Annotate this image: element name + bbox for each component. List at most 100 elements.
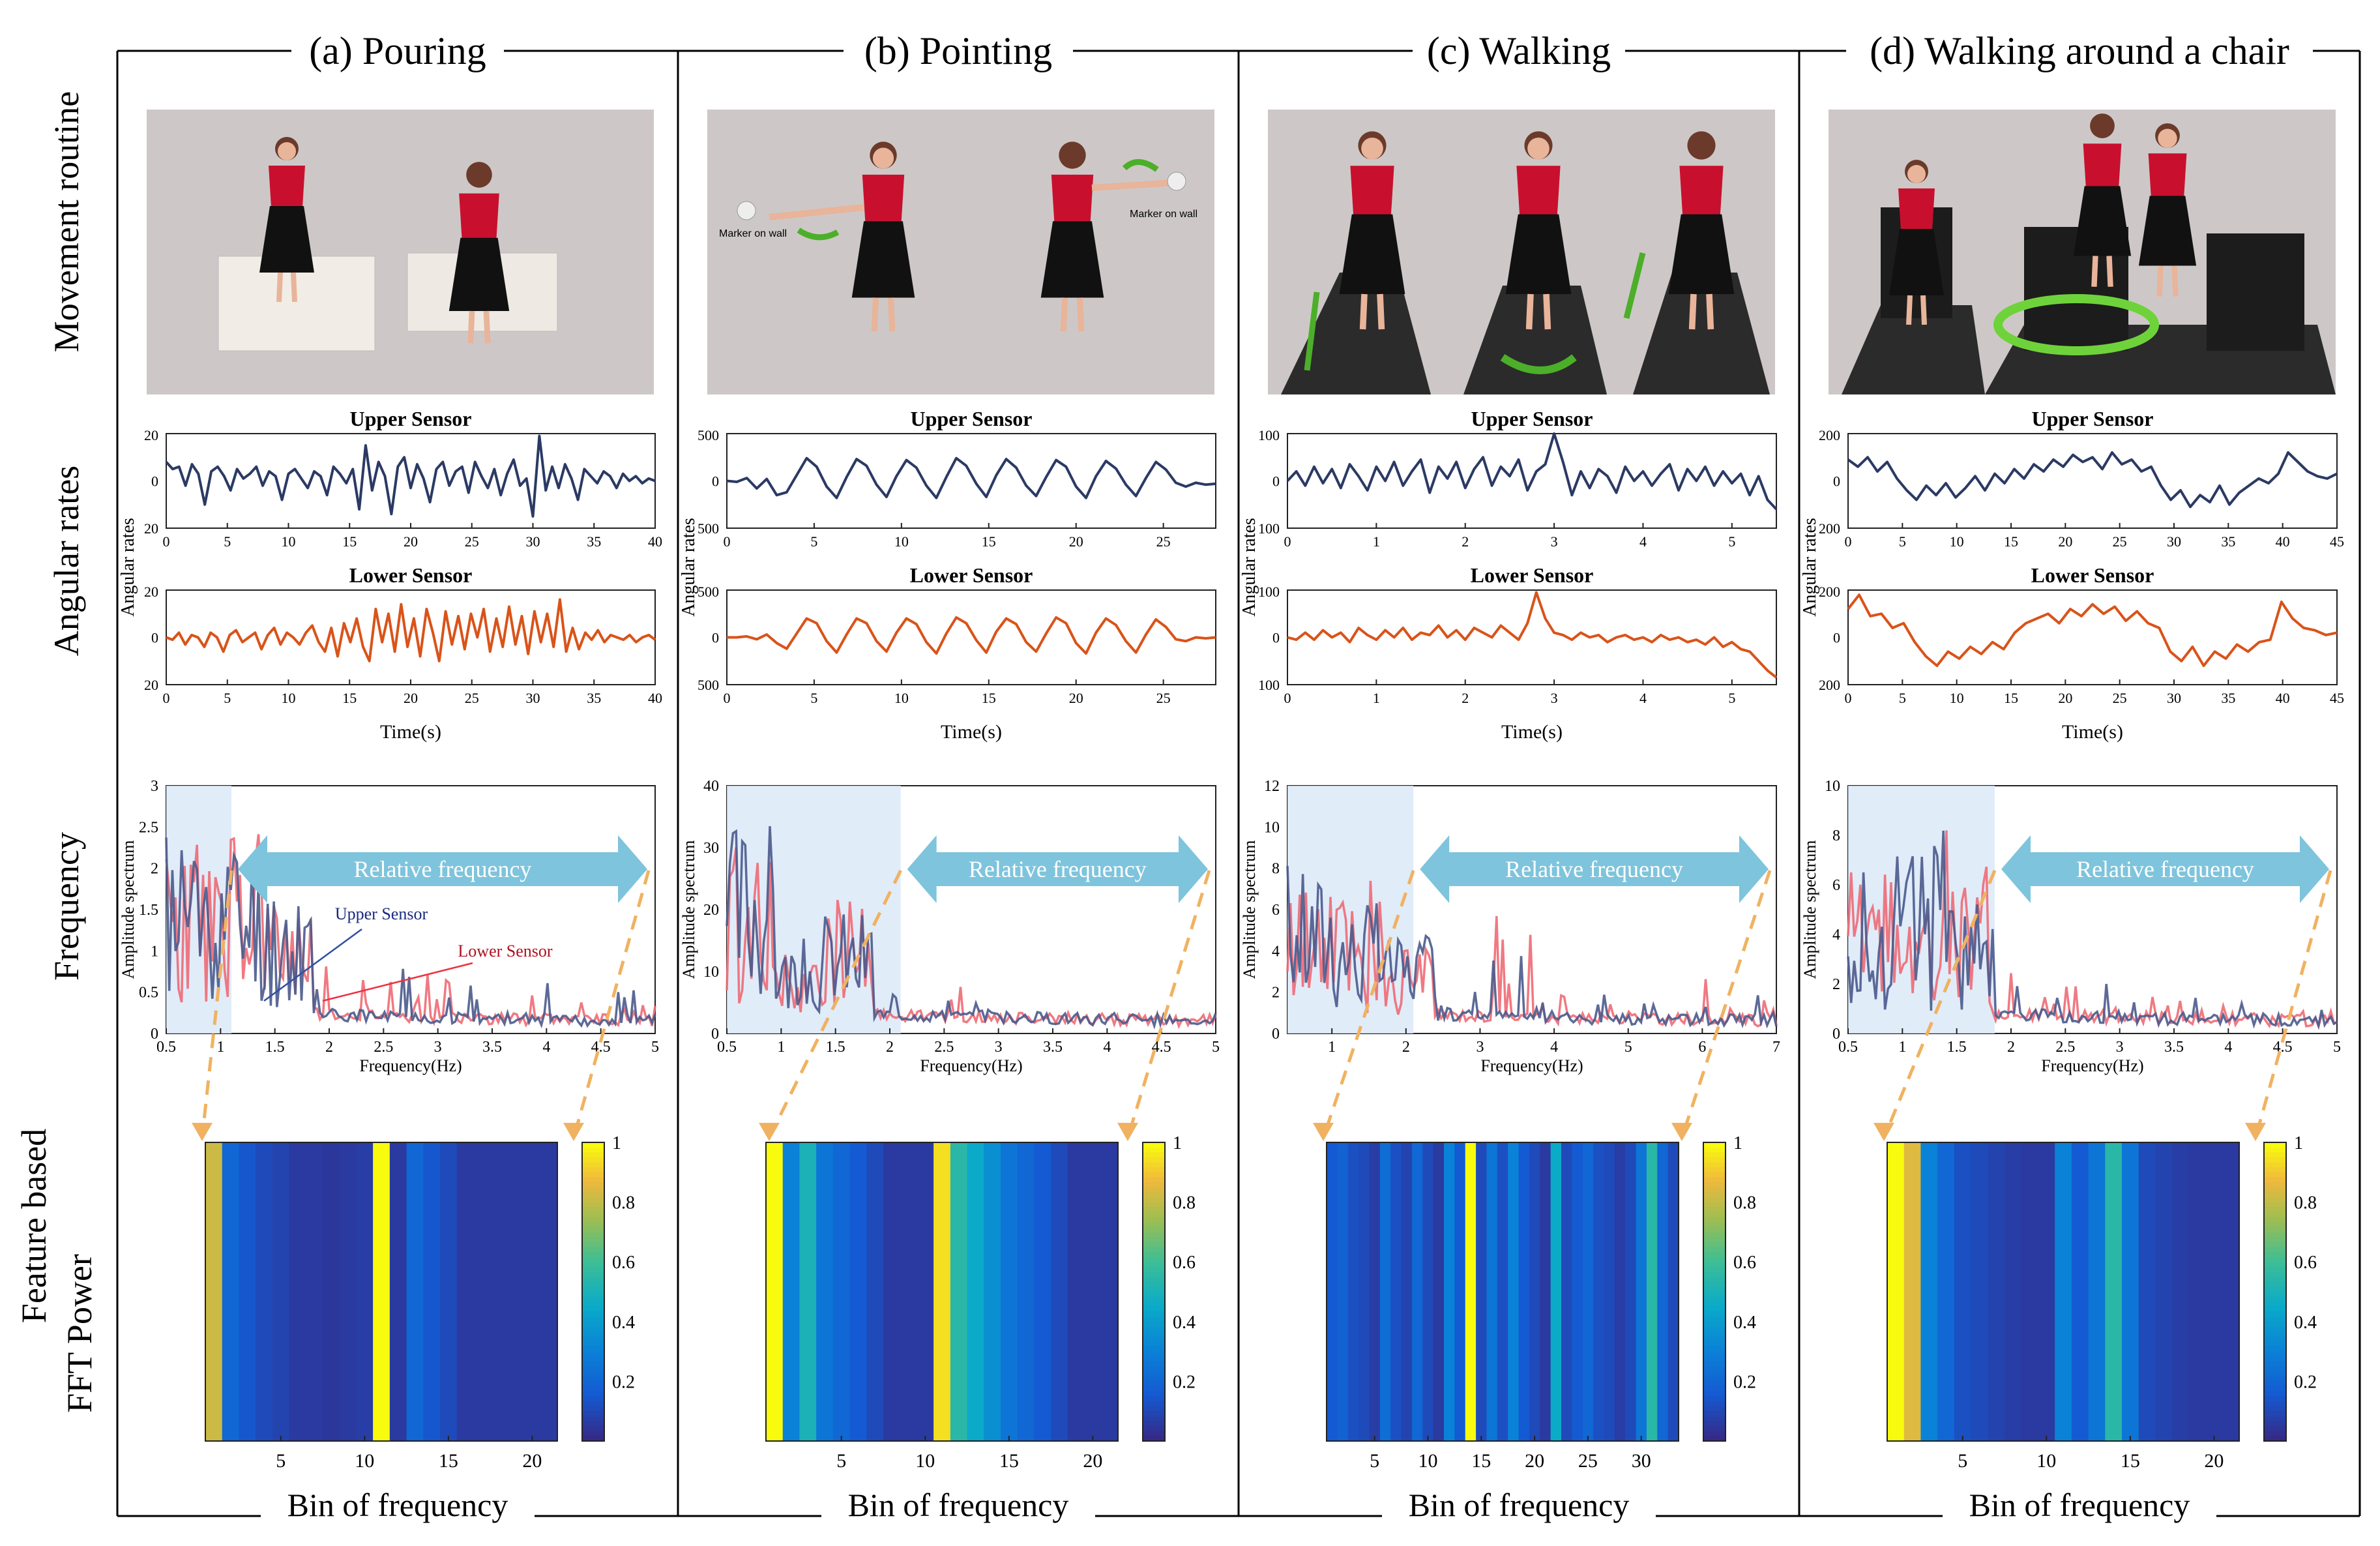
colorbar-segment <box>582 1222 604 1228</box>
colorbar-segment <box>1143 1226 1165 1233</box>
x-tick-label: 5 <box>1728 533 1735 550</box>
colorbar-segment <box>1703 1241 1726 1248</box>
colorbar-segment <box>2264 1262 2286 1268</box>
person-skirt <box>2073 186 2132 256</box>
colorbar-segment <box>582 1356 604 1362</box>
heatmap-bin <box>256 1142 273 1441</box>
colorbar-segment <box>582 1431 604 1437</box>
x-tick-label: 25 <box>1156 533 1171 550</box>
movement-photo <box>147 110 654 394</box>
walkway <box>1633 273 1770 394</box>
person-face <box>1907 165 1926 183</box>
x-tick-label: 1 <box>216 1039 224 1056</box>
colorbar-segment <box>1143 1316 1165 1322</box>
colorbar-segment <box>1703 1341 1726 1347</box>
colorbar-segment <box>582 1321 604 1328</box>
x-tick-label: 15 <box>2004 690 2018 706</box>
colorbar-segment <box>1143 1376 1165 1382</box>
x-tick-label: 20 <box>404 690 418 706</box>
y-tick-label: 12 <box>1264 778 1280 795</box>
freq-shaded-region <box>1848 786 1995 1033</box>
colorbar-segment <box>582 1361 604 1367</box>
colorbar-segment <box>1703 1396 1726 1402</box>
signal-y-label: Angular rates <box>679 518 699 617</box>
colorbar-segment <box>582 1386 604 1392</box>
x-tick-label: 0.5 <box>717 1039 737 1056</box>
colorbar-segment <box>1703 1162 1726 1168</box>
x-tick-label: 30 <box>2167 533 2181 550</box>
person-top <box>1350 166 1394 216</box>
x-tick-label: 40 <box>648 533 662 550</box>
colorbar-segment <box>1143 1251 1165 1258</box>
person-face <box>1527 138 1550 160</box>
x-tick-label: 2 <box>325 1039 333 1056</box>
colorbar-segment <box>582 1421 604 1427</box>
colorbar-segment <box>1143 1421 1165 1427</box>
heatmap-bin <box>1476 1142 1488 1441</box>
lower-sensor-title: Lower Sensor <box>1471 563 1594 587</box>
guide-arrowhead <box>2245 1123 2266 1141</box>
colorbar-tick: 0.2 <box>1733 1372 1756 1392</box>
colorbar-segment <box>2264 1256 2286 1263</box>
y-tick-label: 40 <box>703 778 719 795</box>
pointing-arm <box>1091 179 1177 191</box>
x-tick-label: 3 <box>1551 533 1558 550</box>
x-tick-label: 20 <box>1069 533 1083 550</box>
colorbar-segment <box>1143 1237 1165 1243</box>
person-top <box>1051 174 1094 223</box>
x-tick-label: 2.5 <box>934 1039 954 1056</box>
person-top <box>269 166 305 207</box>
panel-title: (d) Walking around a chair <box>1870 29 2289 72</box>
heatmap-bin <box>1486 1142 1498 1441</box>
colorbar-segment <box>582 1177 604 1183</box>
colorbar-segment <box>1143 1266 1165 1273</box>
x-tick-label: 0.5 <box>1838 1039 1858 1056</box>
heatmap-bin <box>1444 1142 1455 1441</box>
y-tick-label: 8 <box>1272 861 1280 878</box>
colorbar-segment <box>582 1316 604 1322</box>
x-tick-label: 3 <box>1476 1039 1484 1056</box>
floor-mat <box>1842 305 1985 394</box>
freq-shaded-region <box>1287 786 1414 1033</box>
y-tick-label: 2 <box>1832 976 1840 993</box>
colorbar-segment <box>2264 1326 2286 1333</box>
colorbar-segment <box>1143 1396 1165 1402</box>
y-tick-label: 30 <box>703 840 719 857</box>
colorbar-segment <box>1143 1202 1165 1208</box>
y-tick: 0 <box>712 473 719 490</box>
person-face <box>278 142 296 160</box>
heatmap-bin <box>2188 1142 2207 1441</box>
guide-arrowhead <box>1117 1123 1138 1141</box>
heatmap-bin <box>2172 1142 2190 1441</box>
x-tick-label: 45 <box>2330 533 2344 550</box>
colorbar-segment <box>582 1366 604 1373</box>
person-leg <box>1688 293 1697 330</box>
upper-annotation-pointer <box>263 928 362 1002</box>
colorbar-segment <box>1143 1301 1165 1307</box>
heatmap-bin <box>866 1142 884 1441</box>
heatmap-bin <box>507 1142 525 1441</box>
heatmap-bin <box>323 1142 340 1441</box>
x-tick-label: 10 <box>894 533 909 550</box>
person-top <box>862 174 905 223</box>
colorbar-segment <box>2264 1396 2286 1402</box>
colorbar-tick: 1 <box>1173 1133 1182 1153</box>
x-tick-label: 35 <box>587 533 601 550</box>
heatmap-bin <box>1971 1142 1988 1441</box>
colorbar-segment <box>2264 1391 2286 1397</box>
x-tick-label: 0 <box>163 690 170 706</box>
colorbar-segment <box>582 1237 604 1243</box>
x-tick-label: 30 <box>526 533 540 550</box>
lower-signal-line <box>1847 593 2338 667</box>
relative-frequency-label: Relative frequency <box>969 856 1147 882</box>
heatmap-bin <box>782 1142 801 1441</box>
heatmap-bin <box>1411 1142 1423 1441</box>
x-tick-label: 20 <box>404 533 418 550</box>
person-leg <box>2091 256 2098 287</box>
colorbar-frame <box>581 1142 605 1442</box>
guide-dashed-left <box>200 870 233 1138</box>
colorbar-segment <box>1703 1406 1726 1412</box>
colorbar-segment <box>1703 1247 1726 1253</box>
heatmap-bin <box>2155 1142 2173 1441</box>
